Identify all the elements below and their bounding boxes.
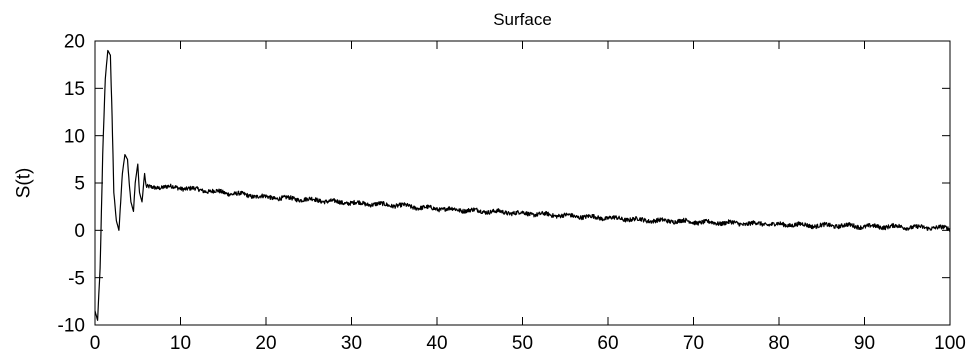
y-tick-label: 20: [64, 32, 85, 53]
chart-title: Surface: [493, 10, 552, 29]
x-tick-label: 0: [90, 333, 101, 354]
y-tick-label: 10: [64, 126, 85, 147]
axis-tick-labels: 0 10 20 30 40 50 60 70 80 90 100 -10 -5 0 5 10 15 20: [58, 32, 966, 354]
y-tick-label: -5: [68, 268, 85, 289]
x-tick-label: 10: [170, 333, 191, 354]
axis-ticks: [94, 40, 951, 326]
y-tick-label: -10: [58, 316, 85, 337]
x-tick-label: 50: [512, 333, 533, 354]
x-tick-label: 40: [426, 333, 447, 354]
x-tick-label: 60: [597, 333, 618, 354]
x-tick-label: 20: [255, 333, 276, 354]
x-tick-label: 30: [341, 333, 362, 354]
x-tick-label: 70: [683, 333, 704, 354]
y-tick-label: 0: [74, 221, 85, 242]
x-tick-label: 90: [854, 333, 875, 354]
y-axis-label: S(t): [14, 168, 35, 199]
x-tick-label: 100: [934, 333, 966, 354]
y-tick-label: 5: [74, 174, 85, 195]
series-line: [94, 49, 951, 321]
y-tick-label: 15: [64, 79, 85, 100]
x-tick-label: 80: [768, 333, 789, 354]
plot-frame: [94, 40, 951, 326]
